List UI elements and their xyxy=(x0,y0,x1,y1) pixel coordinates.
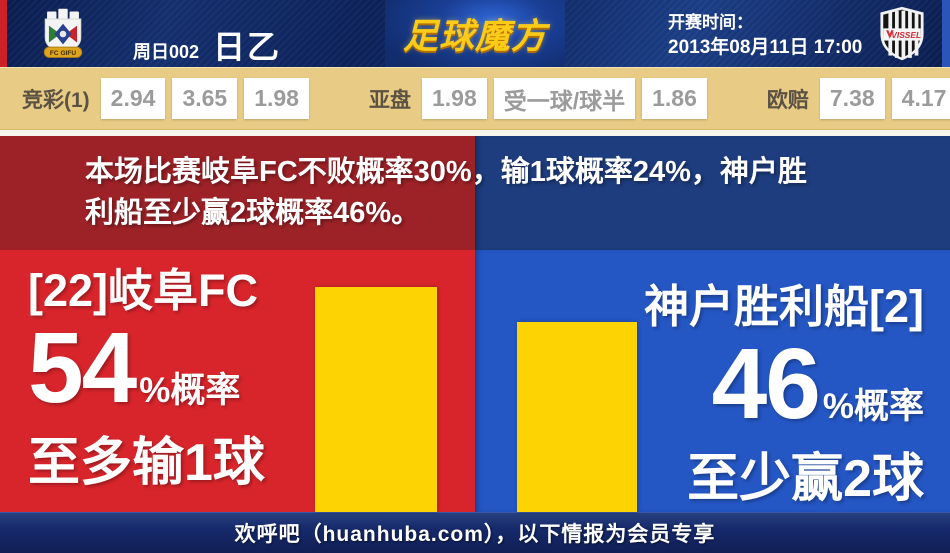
footer-site-text: 欢呼吧（huanhuba.com），以下情报为会员专享 xyxy=(234,523,716,546)
league-name: 日乙 xyxy=(213,29,282,65)
home-probability-value: 54 xyxy=(28,311,137,424)
banner-blue-half xyxy=(475,136,950,250)
kickoff-info: 开赛时间： 2013年08月11日 17:00 xyxy=(668,12,862,61)
away-probability-value: 46 xyxy=(711,327,821,440)
home-team-name: [22]岐阜FC xyxy=(28,265,259,316)
jingcai-away-odds: 1.98 xyxy=(244,78,309,119)
prediction-line2: 利船至少赢2球概率46%。 xyxy=(85,197,421,230)
right-blue-edge-strip xyxy=(942,0,950,67)
prediction-summary: 本场比赛岐阜FC不败概率30%，输1球概率24%，神户胜 利船至少赢2球概率46… xyxy=(85,152,885,234)
odds-group-oupei: 欧赔 7.38 4.17 1.38 xyxy=(767,78,950,119)
jingcai-label: 竞彩(1) xyxy=(22,88,90,112)
prediction-line1: 本场比赛岐阜FC不败概率30%，输1球概率24%，神户胜 xyxy=(85,156,807,188)
away-badge-label: VISSEL xyxy=(891,30,921,40)
yapan-handicap: 受一球/球半 xyxy=(493,78,636,119)
away-probability-suffix: %概率 xyxy=(822,386,924,426)
away-team-name: 神户胜利船[2] xyxy=(644,281,924,332)
odds-bar: 竞彩(1) 2.94 3.65 1.98 亚盘 1.98 受一球/球半 1.86… xyxy=(0,67,950,130)
away-panel-text: 神户胜利船[2] 46 %概率 至少赢2球 xyxy=(475,250,950,511)
divider-strip xyxy=(0,130,950,136)
home-probability-row: 54 %概率 xyxy=(28,318,475,418)
yapan-home-odds: 1.98 xyxy=(421,78,487,119)
odds-group-yapan: 亚盘 1.98 受一球/球半 1.86 xyxy=(369,78,707,119)
oupei-label: 欧赔 xyxy=(766,88,809,112)
jingcai-home-odds: 2.94 xyxy=(100,78,166,119)
probability-panels: [22]岐阜FC 54 %概率 至多输1球 神户胜利船[2] 46 %概率 至少赢2… xyxy=(0,250,950,512)
yapan-away-odds: 1.86 xyxy=(642,78,707,119)
home-panel-text: [22]岐阜FC 54 %概率 至多输1球 xyxy=(0,250,475,495)
oupei-draw-odds: 4.17 xyxy=(891,78,950,119)
away-outcome: 至少赢2球 xyxy=(687,449,924,508)
kickoff-time: 2013年08月11日 17:00 xyxy=(668,36,863,58)
match-code: 周日002 xyxy=(133,42,200,62)
footer: 欢呼吧（huanhuba.com），以下情报为会员专享 xyxy=(0,512,950,553)
jingcai-draw-odds: 3.65 xyxy=(172,78,238,119)
home-team-crest-fc-gifu: FC GIFU xyxy=(43,8,83,58)
odds-group-jingcai: 竞彩(1) 2.94 3.65 1.98 xyxy=(22,78,309,119)
brand-logo: 足球魔方 xyxy=(402,17,547,56)
oupei-home-odds: 7.38 xyxy=(819,78,885,119)
match-identifier: 周日002 日乙 xyxy=(133,22,281,67)
away-probability-bar xyxy=(517,322,637,512)
home-probability-suffix: %概率 xyxy=(139,370,241,410)
prediction-banner: 本场比赛岐阜FC不败概率30%，输1球概率24%，神户胜 利船至少赢2球概率46… xyxy=(0,136,950,250)
home-badge-label: FC GIFU xyxy=(50,50,76,57)
kickoff-label: 开赛时间： xyxy=(668,13,753,32)
home-probability-bar xyxy=(315,287,437,512)
header: FC GIFU 周日002 日乙 足球魔方 开赛时间： 2013年08月11日 … xyxy=(0,0,950,67)
home-outcome: 至多输1球 xyxy=(28,433,265,492)
banner-red-half xyxy=(0,136,475,250)
left-red-edge-strip xyxy=(0,0,7,67)
away-team-crest-vissel-kobe: VISSEL xyxy=(880,6,924,61)
yapan-label: 亚盘 xyxy=(368,88,411,112)
away-probability-row: 46 %概率 xyxy=(475,334,924,434)
brand-panel: 足球魔方 xyxy=(385,0,565,67)
